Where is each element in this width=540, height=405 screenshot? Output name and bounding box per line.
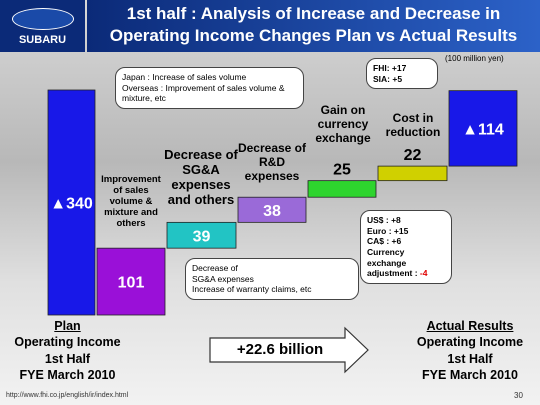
value-label: 22 <box>404 147 422 164</box>
value-label: ▲340 <box>50 196 93 213</box>
callout-line: Decrease of <box>192 263 238 273</box>
callout: FHI: +17 SIA: +5 <box>366 58 438 90</box>
callout-value: -4 <box>419 268 428 279</box>
caption-title: Plan <box>54 319 81 333</box>
caption-title: Actual Results <box>426 319 514 333</box>
callout-line: SIA: +5 <box>373 73 403 84</box>
logo-area: SUBARU <box>0 0 85 52</box>
caption-line: 1st Half <box>447 351 493 366</box>
callout-line: CA$ : +6 <box>367 236 402 247</box>
value-label: 38 <box>263 203 281 220</box>
callout: Japan : Increase of sales volume Oversea… <box>115 67 304 109</box>
callout-line: Increase of warranty claims, etc <box>192 284 312 295</box>
bar <box>377 165 448 182</box>
title-line: Operating Income Changes Plan vs Actual … <box>109 26 518 45</box>
category-label: Improvement of sales volume & mixture an… <box>101 174 161 229</box>
title-band: 1st half : Analysis of Increase and Decr… <box>87 0 540 52</box>
bar <box>448 90 518 167</box>
bar <box>166 221 237 249</box>
value-label: 39 <box>193 228 211 245</box>
callout-line: FHI: +17 <box>373 63 407 73</box>
category-label: Gain on currency exchange <box>315 103 371 145</box>
plan-caption: Plan Operating Income 1st Half FYE March… <box>5 318 130 383</box>
logo-mark <box>12 8 74 30</box>
caption-line: 1st Half <box>44 351 91 366</box>
bar <box>307 180 377 198</box>
callout-line: Currency exchange adjustment : <box>367 246 418 279</box>
value-label: 25 <box>333 162 351 179</box>
page-number: 30 <box>514 391 523 400</box>
caption-line: FYE March 2010 <box>19 367 116 382</box>
caption-line: Operating Income <box>14 335 121 350</box>
category-label: Cost in reduction <box>385 111 441 139</box>
callout-line: Japan : Increase of sales volume <box>122 72 247 82</box>
bar <box>237 196 307 223</box>
logo-text: SUBARU <box>18 34 67 46</box>
value-label: ▲114 <box>462 121 504 138</box>
unit-note: (100 million yen) <box>445 54 504 63</box>
callout: Decrease of SG&A expenses Increase of wa… <box>185 258 359 300</box>
category-label: Decrease of SG&A expenses and others <box>164 147 238 207</box>
callout-line: Euro : +15 <box>367 225 409 236</box>
callout-line: SG&A expenses <box>192 273 254 284</box>
category-label: Decrease of R&D expenses <box>237 141 307 183</box>
callout: US$ : +8 Euro : +15 CA$ : +6 Currency ex… <box>360 210 452 284</box>
caption-line: Operating Income <box>416 335 524 350</box>
value-label: 101 <box>118 275 145 292</box>
actual-caption: Actual Results Operating Income 1st Half… <box>405 318 535 383</box>
callout-line: US$ : +8 <box>367 215 401 225</box>
bar <box>47 89 96 316</box>
title-line: 1st half : Analysis of Increase and Decr… <box>126 4 501 23</box>
callout-line: Overseas : Improvement of sales volume &… <box>122 82 285 104</box>
bar <box>96 247 166 316</box>
arrow-text: +22.6 billion <box>236 341 324 358</box>
footer-url: http://www.fhi.co.jp/english/ir/index.ht… <box>6 392 129 399</box>
caption-line: FYE March 2010 <box>422 367 518 382</box>
